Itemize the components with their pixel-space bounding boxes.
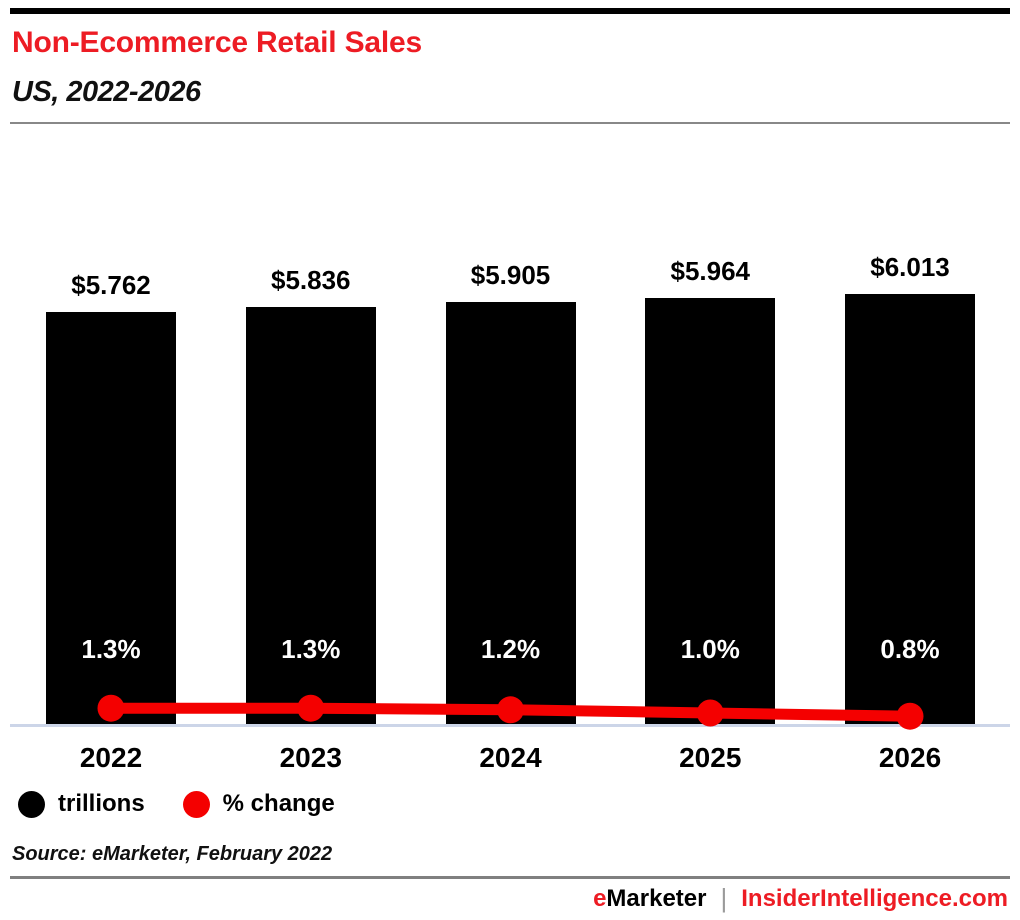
footer-divider <box>10 876 1010 879</box>
bar-pct-label-2026: 0.8% <box>880 634 940 664</box>
bar-2023 <box>245 306 376 724</box>
x-axis-label-2025: 2025 <box>679 742 742 773</box>
footer-branding: eMarketer | InsiderIntelligence.com <box>593 883 1008 914</box>
bar-pct-label-2022: 1.3% <box>81 634 141 664</box>
top-accent-bar <box>10 8 1010 14</box>
bar-2026 <box>845 294 975 724</box>
legend-marker-trillions-icon <box>18 790 45 818</box>
legend-item-pct-change: % change <box>182 790 335 818</box>
bar-2022 <box>46 312 176 724</box>
x-axis-label-2022: 2022 <box>79 742 143 773</box>
brand-emarketer: eMarketer <box>593 885 706 913</box>
x-axis-label-2026: 2026 <box>878 742 942 773</box>
bar-2025 <box>645 297 776 724</box>
x-axis-line <box>10 724 1010 727</box>
x-axis-label-2024: 2024 <box>479 742 542 773</box>
legend-label-trillions: trillions <box>58 790 145 817</box>
bar-pct-label-2025: 1.0% <box>680 634 740 664</box>
bar-value-label-2026: $6.013 <box>870 252 950 283</box>
legend-label-pct-change: % change <box>222 790 335 817</box>
bar-2024 <box>445 301 576 724</box>
bar-value-label-2023: $5.836 <box>270 264 351 295</box>
x-axis-label-2023: 2023 <box>279 742 342 773</box>
bar-value-label-2022: $5.762 <box>71 270 151 301</box>
chart-legend: trillions % change <box>18 790 335 818</box>
bar-pct-label-2024: 1.2% <box>480 634 541 664</box>
legend-item-trillions: trillions <box>18 790 145 818</box>
bar-pct-label-2023: 1.3% <box>281 634 341 664</box>
chart-title: Non-Ecommerce Retail Sales <box>12 26 422 59</box>
title-divider <box>10 122 1010 124</box>
source-note: Source: eMarketer, February 2022 <box>12 843 333 865</box>
bar-value-label-2024: $5.905 <box>470 259 551 290</box>
brand-emarketer-rest: Marketer <box>606 884 707 912</box>
brand-emarketer-e: e <box>593 884 607 912</box>
footer-separator: | <box>720 883 728 913</box>
insider-intelligence-link[interactable]: InsiderIntelligence.com <box>741 884 1008 912</box>
legend-marker-pct-change-icon <box>182 790 210 818</box>
chart-subtitle: US, 2022-2026 <box>12 76 201 108</box>
bar-value-label-2025: $5.964 <box>670 255 751 286</box>
